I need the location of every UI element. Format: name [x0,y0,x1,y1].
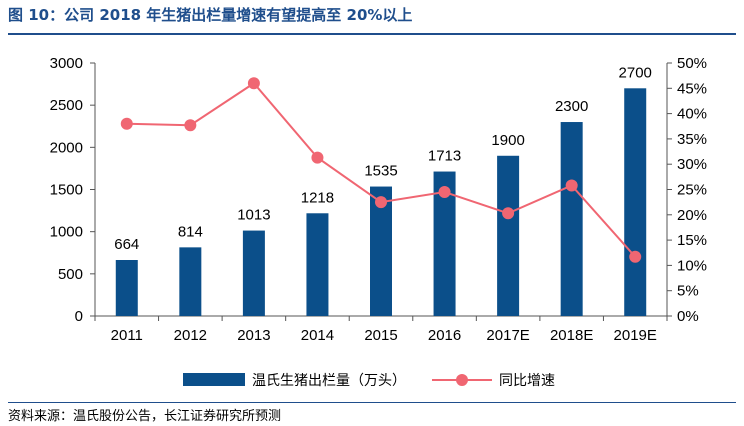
right-tick-label: 0% [677,308,699,325]
right-tick-label: 5% [677,283,699,300]
bar-series [115,88,647,317]
bar-data-label: 1535 [364,163,397,180]
growth-point [629,250,642,263]
x-tick-label: 2013 [237,327,270,344]
left-tick-label: 0 [75,308,83,325]
bar [179,247,202,316]
data-labels: 664 814 1013 1218 1535 1713 1900 2300 2700 [114,64,652,253]
x-tick-label: 2016 [428,327,461,344]
bar-data-label: 1713 [428,148,461,165]
right-tick-label: 50% [677,55,707,72]
left-tick-label: 1500 [50,182,83,199]
x-tick-label: 2019E [614,327,657,344]
bar-data-label: 1900 [491,132,524,149]
bar [306,213,329,316]
left-tick-label: 2000 [50,139,83,156]
right-tick-label: 30% [677,156,707,173]
footer-divider [8,402,736,403]
right-tick-label: 20% [677,207,707,224]
legend-line-label: 同比增速 [499,373,555,389]
x-tick-label: 2012 [174,327,207,344]
bar-data-label: 814 [178,223,203,240]
growth-point [120,117,133,130]
growth-point [184,119,197,132]
title-divider [8,33,736,35]
growth-point [565,179,578,192]
bar [242,230,265,316]
bar [370,186,392,316]
right-tick-label: 25% [677,182,707,199]
bar-data-label: 1013 [237,207,270,224]
right-tick-label: 40% [677,106,707,123]
bar [624,88,647,316]
bar [115,260,138,316]
left-tick-label: 500 [58,266,83,283]
left-tick-label: 1000 [50,224,83,241]
right-tick-label: 35% [677,131,707,148]
bar-data-label: 2300 [555,98,588,115]
chart-axes: 0 500 1000 1500 2000 2500 3000 0% 5% 10% 15% 20% 25%… [50,55,707,344]
right-tick-label: 15% [677,232,707,249]
source-note: 资料来源：温氏股份公告，长江证券研究所预测 [8,409,282,424]
x-tick-label: 2017E [486,327,529,344]
x-tick-label: 2018E [550,327,593,344]
combo-chart: 0 500 1000 1500 2000 2500 3000 0% 5% 10% 15% 20% 25%… [50,55,707,389]
growth-point [247,77,260,90]
bar [433,171,456,316]
x-tick-label: 2015 [364,327,397,344]
left-tick-label: 3000 [50,55,83,72]
bar [560,122,583,317]
growth-point [311,151,324,164]
growth-point [502,207,515,220]
line-series [120,77,642,263]
right-tick-label: 45% [677,80,707,97]
chart-legend: 温氏生猪出栏量（万头） 同比增速 [183,373,555,389]
bar-data-label: 2700 [619,64,652,81]
bar-data-label: 1218 [301,189,334,206]
growth-point [375,196,387,209]
left-tick-label: 2500 [50,97,83,114]
x-tick-label: 2011 [111,327,143,344]
x-tick-label: 2014 [301,327,334,344]
bar [497,155,520,316]
bar-data-label: 664 [114,236,139,253]
legend-line-marker [456,374,468,386]
right-tick-label: 10% [677,257,707,274]
figure-title: 图 10：公司 2018 年生猪出栏量增速有望提高至 20%以上 [8,6,413,24]
growth-point [438,186,451,199]
legend-bar-swatch [183,373,245,386]
legend-bar-label: 温氏生猪出栏量（万头） [252,373,406,389]
